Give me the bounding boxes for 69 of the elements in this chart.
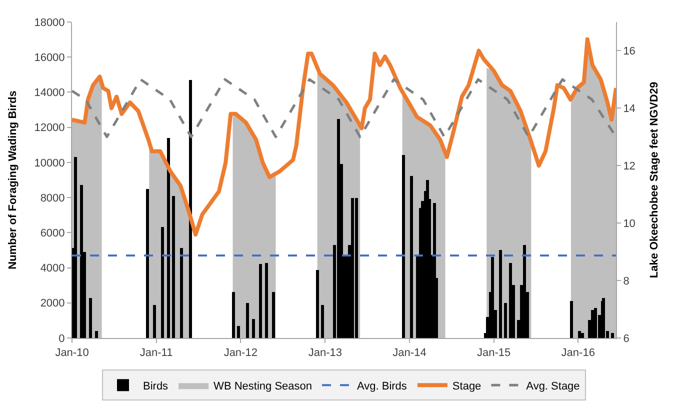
bar	[167, 138, 170, 338]
bar	[523, 245, 526, 338]
y-tick-label: 6000	[40, 228, 65, 240]
bar	[189, 80, 192, 338]
bar	[321, 305, 324, 338]
y2-tick-label: 8	[623, 275, 630, 288]
bar	[410, 176, 413, 338]
y-axis-title: Number of Foraging Wading Birds	[6, 90, 19, 270]
bar	[265, 263, 268, 338]
x-tick-label: Jan-12	[224, 347, 258, 360]
legend-label: Avg. Birds	[357, 380, 408, 392]
legend-label: WB Nesting Season	[214, 380, 312, 392]
bar	[509, 263, 512, 338]
y2-tick-label: 14	[623, 103, 636, 116]
bar	[499, 250, 502, 338]
y-tick-label: 4000	[40, 262, 65, 275]
bar	[89, 298, 92, 338]
y-tick-label: 14000	[34, 87, 65, 100]
bar	[272, 292, 275, 338]
bar	[252, 319, 255, 338]
bar	[355, 198, 358, 338]
bar	[74, 157, 77, 338]
bar	[611, 333, 614, 338]
x-tick-label: Jan-13	[308, 347, 342, 360]
bar	[146, 189, 149, 338]
x-tick-label: Jan-16	[561, 347, 595, 360]
bar	[581, 333, 584, 338]
bar	[491, 257, 494, 338]
y-tick-label: 10000	[34, 157, 65, 170]
bar	[570, 301, 573, 338]
bar	[337, 119, 340, 338]
bar	[259, 264, 262, 338]
line-series	[72, 78, 616, 138]
bar	[402, 155, 405, 338]
bar	[237, 326, 240, 338]
y-tick-label: 16000	[34, 52, 65, 64]
x-tick-label: Jan-10	[55, 347, 89, 360]
bar	[153, 305, 156, 338]
bar	[180, 248, 183, 338]
x-tick-label: Jan-15	[476, 347, 511, 360]
bar	[161, 227, 164, 338]
y2-tick-label: 10	[623, 218, 636, 230]
y2-tick-label: 6	[623, 332, 630, 345]
y2-axis-title: Lake Okeechobee Stage feet NGVD29	[648, 82, 661, 278]
y-tick-label: 12000	[34, 122, 65, 134]
bar	[316, 270, 319, 338]
x-tick-label: Jan-11	[140, 347, 173, 360]
legend-label: Birds	[143, 380, 169, 392]
bar	[246, 303, 249, 338]
y-tick-label: 2000	[40, 298, 65, 310]
bar	[351, 198, 354, 338]
x-tick-label: Jan-14	[392, 347, 426, 360]
bar	[95, 331, 98, 338]
legend-label: Avg. Stage	[526, 380, 580, 392]
legend-label: Stage	[452, 380, 482, 392]
y-tick-label: 0	[58, 332, 65, 345]
bar	[602, 298, 605, 338]
bar	[80, 185, 83, 338]
bar	[591, 310, 594, 338]
y2-tick-label: 12	[623, 160, 636, 172]
y-tick-label: 8000	[40, 192, 65, 204]
y-tick-label: 18000	[34, 16, 65, 29]
y2-tick-label: 16	[623, 46, 636, 58]
bar	[232, 292, 235, 338]
bar	[172, 196, 175, 338]
bar	[504, 303, 507, 338]
line-series	[72, 37, 616, 237]
bar	[594, 308, 597, 338]
bar	[578, 331, 581, 338]
